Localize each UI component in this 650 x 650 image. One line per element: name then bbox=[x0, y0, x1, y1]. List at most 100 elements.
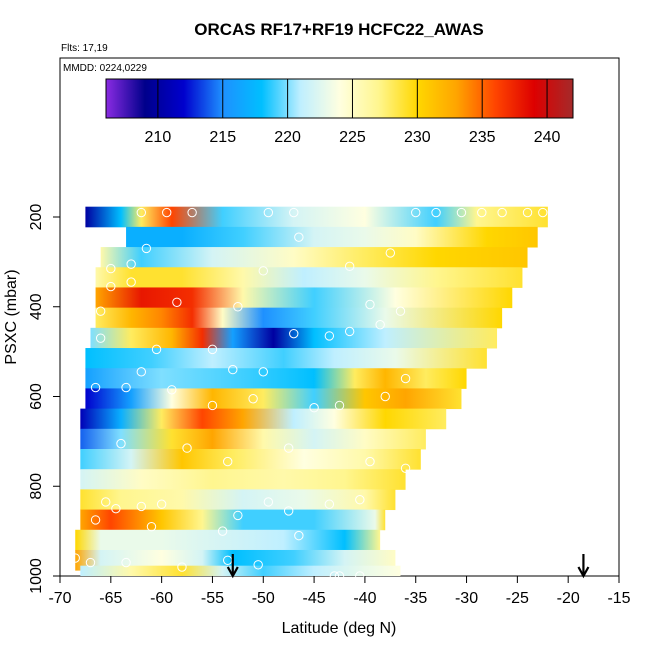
heatmap-band bbox=[80, 408, 447, 430]
sample-point bbox=[283, 443, 294, 453]
sample-point bbox=[344, 326, 355, 337]
y-tick-label: 800 bbox=[28, 473, 45, 500]
heatmap-band bbox=[80, 489, 396, 511]
sample-point bbox=[431, 207, 441, 218]
x-tick-label: -65 bbox=[99, 590, 122, 607]
sample-point bbox=[355, 495, 365, 505]
sample-point bbox=[207, 344, 218, 355]
sample-point bbox=[228, 364, 238, 375]
sample-point bbox=[400, 463, 411, 473]
sample-point bbox=[162, 207, 172, 218]
sample-point bbox=[263, 497, 274, 507]
sample-point bbox=[223, 456, 233, 467]
colorbar-tick-label: 210 bbox=[145, 129, 172, 146]
sample-point bbox=[380, 391, 390, 402]
sample-point bbox=[395, 306, 406, 316]
sample-point bbox=[263, 207, 274, 218]
heatmap-band bbox=[100, 247, 528, 268]
x-tick-label: -15 bbox=[607, 590, 630, 607]
sample-point bbox=[344, 261, 355, 272]
x-tick-label: -60 bbox=[150, 590, 173, 607]
sample-point bbox=[289, 207, 299, 218]
sample-point bbox=[90, 382, 101, 393]
sample-point bbox=[156, 499, 167, 509]
sample-point bbox=[411, 207, 421, 218]
heatmap-band bbox=[95, 287, 513, 309]
sample-point bbox=[177, 562, 187, 572]
colorbar-tick-label: 240 bbox=[534, 129, 561, 146]
sample-point bbox=[136, 207, 147, 218]
sample-point bbox=[151, 344, 162, 355]
heatmap-band bbox=[80, 449, 421, 470]
heatmap-band bbox=[95, 307, 503, 329]
x-axis-title: Latitude (deg N) bbox=[282, 620, 397, 637]
heatmap-band bbox=[75, 549, 396, 571]
sample-point bbox=[121, 382, 131, 393]
flights-label: Flts: 17,19 bbox=[61, 43, 108, 54]
sample-point bbox=[248, 394, 258, 404]
sample-point bbox=[329, 571, 340, 581]
colorbar-tick-label: 235 bbox=[469, 129, 496, 146]
x-tick-label: -70 bbox=[48, 590, 71, 607]
sample-point bbox=[538, 207, 548, 218]
sample-point bbox=[283, 506, 294, 516]
chart-title: ORCAS RF17+RF19 HCFC22_AWAS bbox=[194, 20, 484, 39]
sample-point bbox=[207, 400, 218, 411]
colorbar-tick-label: 230 bbox=[404, 129, 431, 146]
y-axis: 200 400 600 800 1000 bbox=[28, 204, 60, 594]
heatmap-bands bbox=[75, 206, 548, 576]
x-tick-label: -20 bbox=[557, 590, 580, 607]
heatmap-band bbox=[80, 565, 401, 576]
x-tick-label: -25 bbox=[506, 590, 529, 607]
colorbar-tick-label: 225 bbox=[339, 129, 366, 146]
x-tick-label: -30 bbox=[455, 590, 478, 607]
sample-point bbox=[187, 207, 197, 218]
sample-point bbox=[365, 299, 375, 310]
sample-point bbox=[309, 403, 319, 413]
sample-point bbox=[334, 400, 345, 411]
sample-point bbox=[106, 263, 116, 274]
colorbar-tick-label: 220 bbox=[274, 129, 301, 146]
y-tick-label: 600 bbox=[28, 383, 45, 410]
sample-point bbox=[334, 571, 345, 581]
sample-point bbox=[385, 248, 396, 258]
y-tick-label: 200 bbox=[28, 204, 45, 231]
x-tick-label: -45 bbox=[303, 590, 326, 607]
heatmap-band bbox=[126, 226, 538, 248]
sample-point bbox=[106, 281, 116, 292]
sample-point bbox=[294, 232, 304, 242]
heatmap-band bbox=[95, 267, 523, 288]
x-tick-label: -35 bbox=[404, 590, 427, 607]
sample-point bbox=[141, 243, 152, 254]
x-axis: -70 -65 -60 -55 -50 -45 -40 -35 -30 -25 -20 -15 bbox=[48, 576, 631, 607]
heatmap-band bbox=[80, 428, 426, 450]
sample-point bbox=[90, 515, 101, 525]
sample-point bbox=[70, 553, 80, 563]
sample-point bbox=[233, 510, 243, 521]
y-axis-title: PSXC (mbar) bbox=[3, 269, 20, 364]
sample-point bbox=[253, 560, 263, 570]
sample-markers bbox=[70, 207, 548, 581]
sample-point bbox=[324, 331, 335, 341]
arrow-marker bbox=[577, 554, 590, 579]
colorbar-gradient bbox=[105, 78, 574, 119]
heatmap-band bbox=[85, 348, 487, 369]
sample-point bbox=[172, 297, 182, 307]
sample-point bbox=[294, 530, 304, 541]
x-tick-label: -55 bbox=[201, 590, 224, 607]
mmdd-label: MMDD: 0224,0229 bbox=[63, 63, 147, 74]
heatmap-band bbox=[85, 388, 462, 410]
sample-point bbox=[136, 501, 147, 512]
sample-point bbox=[400, 373, 411, 384]
x-tick-label: -50 bbox=[252, 590, 275, 607]
sample-point bbox=[258, 367, 268, 377]
sample-point bbox=[101, 497, 111, 507]
heatmap-band bbox=[75, 529, 381, 551]
sample-point bbox=[126, 259, 136, 269]
heatmap-band bbox=[80, 509, 386, 531]
sample-point bbox=[497, 207, 507, 218]
sample-point bbox=[355, 571, 365, 581]
sample-point bbox=[111, 503, 121, 514]
sample-point bbox=[167, 385, 177, 395]
